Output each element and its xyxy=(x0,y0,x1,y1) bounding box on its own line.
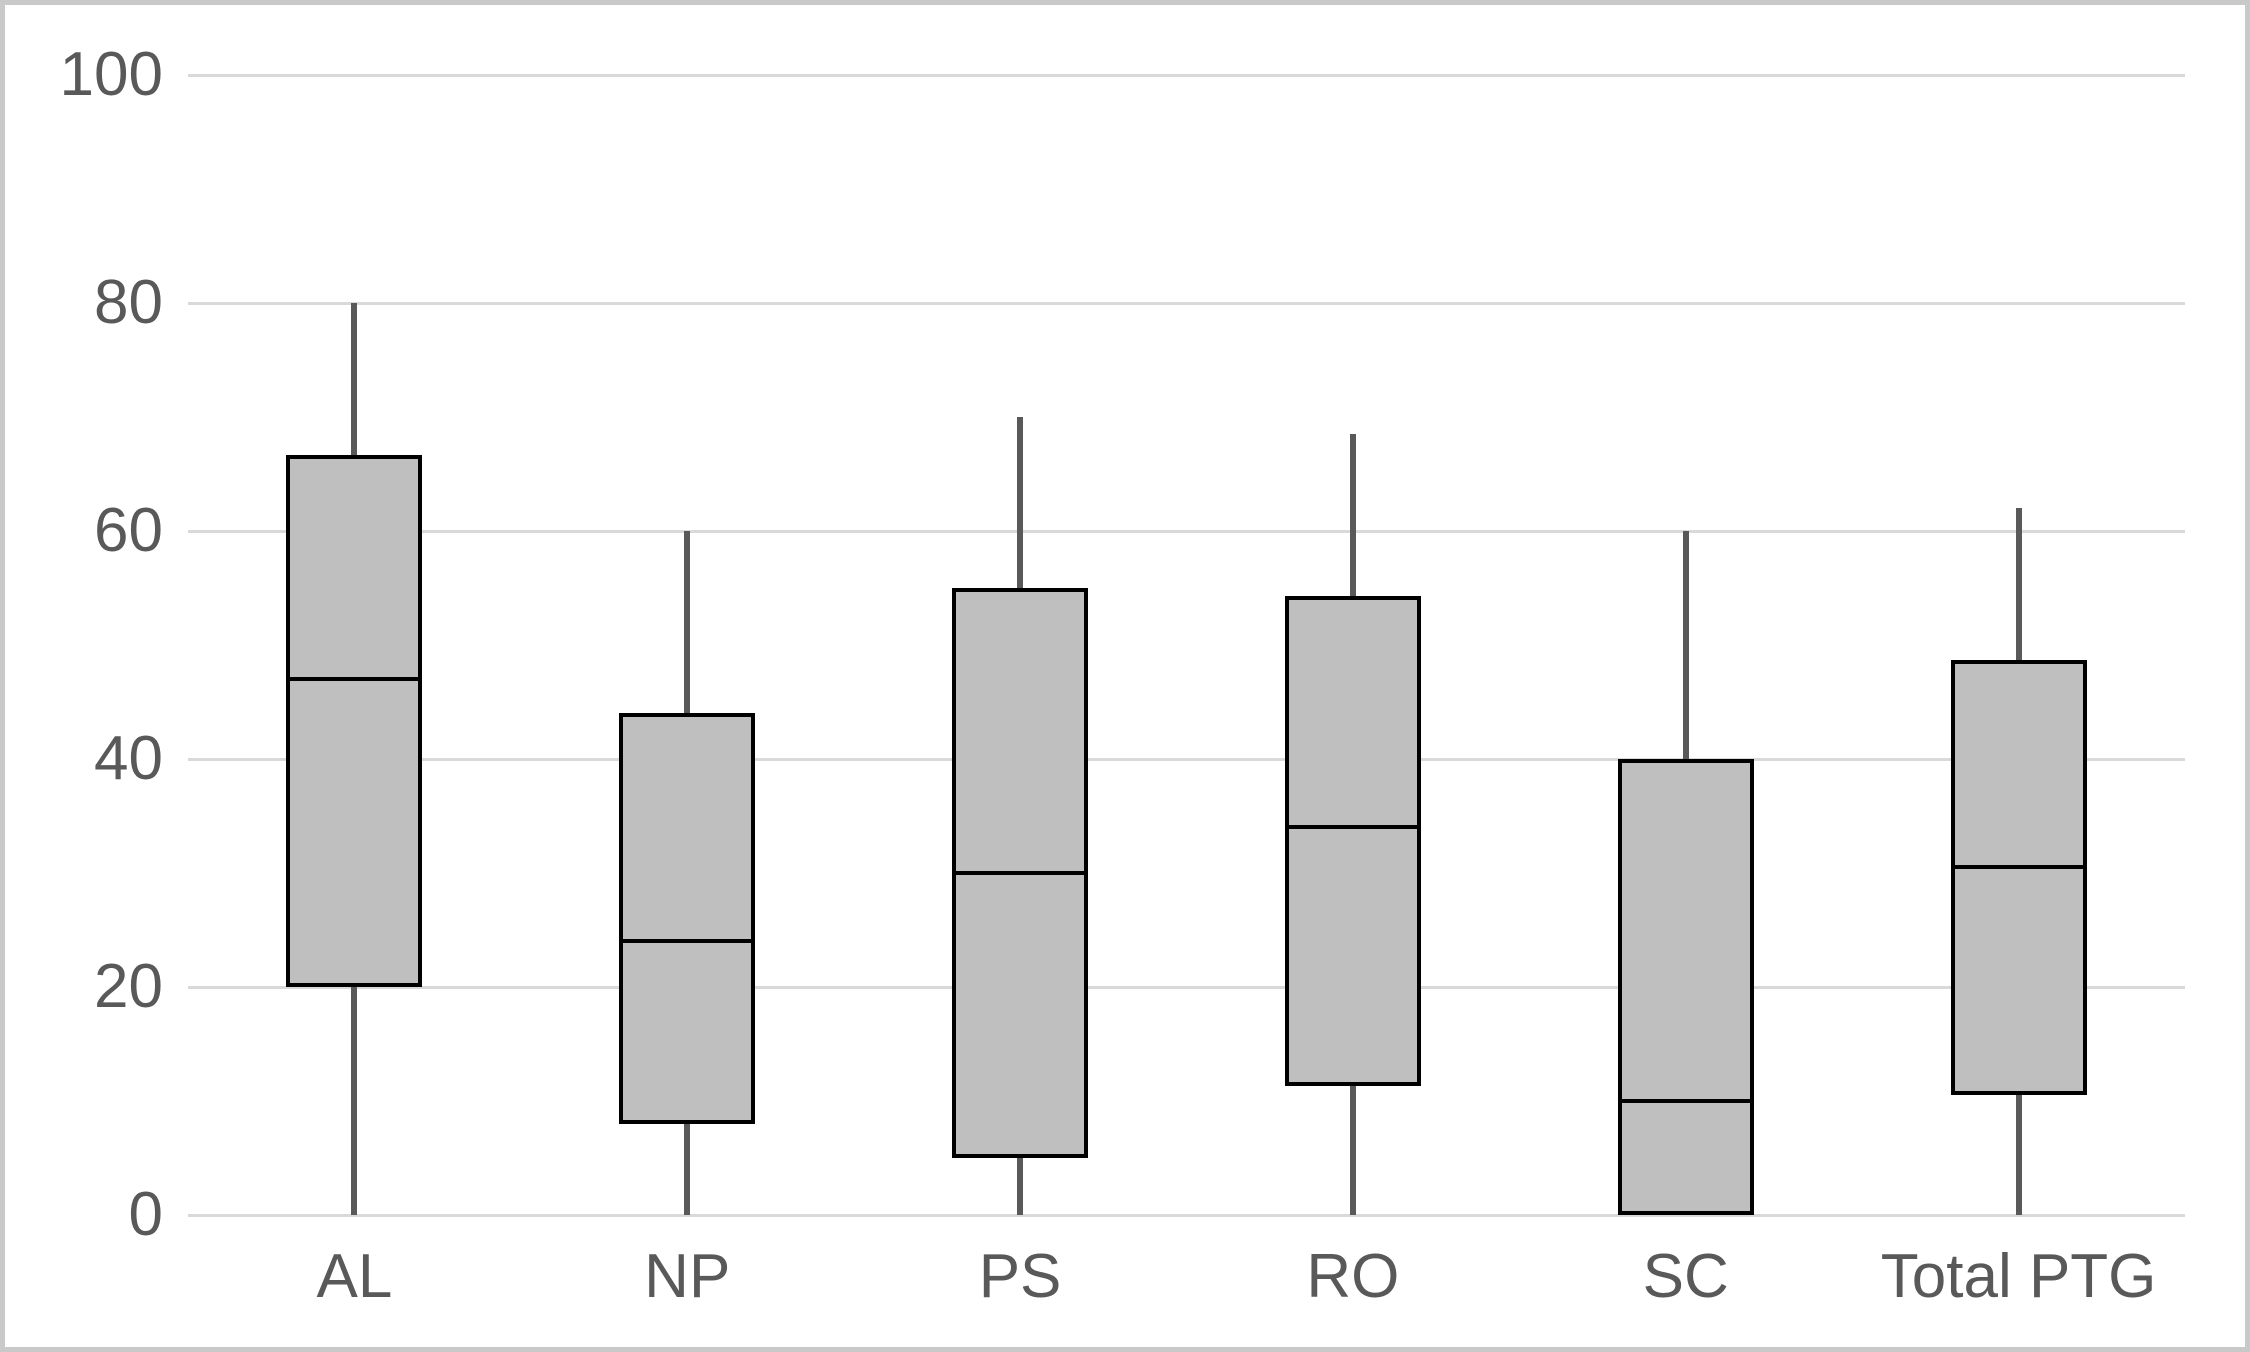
y-axis-tick-label: 60 xyxy=(94,496,163,565)
x-axis-category-label: PS xyxy=(978,1242,1062,1311)
upper-whisker-Total PTG xyxy=(2015,508,2022,660)
upper-whisker-SC xyxy=(1682,531,1689,759)
box-NP xyxy=(619,713,756,1124)
upper-whisker-RO xyxy=(1349,434,1356,596)
median-line-SC xyxy=(1617,1099,1754,1103)
upper-whisker-NP xyxy=(684,531,691,714)
x-axis-category-label: AL xyxy=(316,1242,393,1311)
upper-whisker-PS xyxy=(1017,417,1024,588)
gridline-80 xyxy=(188,301,2185,305)
upper-whisker-AL xyxy=(351,303,358,455)
median-line-AL xyxy=(286,677,423,682)
x-axis-category-label: SC xyxy=(1642,1242,1729,1311)
gridline-100 xyxy=(188,73,2185,77)
median-line-Total PTG xyxy=(1950,865,2087,870)
box-Total PTG xyxy=(1950,659,2087,1096)
x-axis-category-label: NP xyxy=(644,1242,731,1311)
gridline-60 xyxy=(188,529,2185,533)
box-AL xyxy=(286,454,423,987)
median-line-PS xyxy=(952,871,1089,875)
lower-whisker-AL xyxy=(351,987,358,1215)
gridline-40 xyxy=(188,757,2185,761)
median-line-RO xyxy=(1284,825,1421,830)
lower-whisker-PS xyxy=(1017,1158,1024,1215)
lower-whisker-RO xyxy=(1349,1086,1356,1215)
y-axis-tick-label: 0 xyxy=(128,1180,163,1249)
y-axis-tick-label: 40 xyxy=(94,724,163,793)
y-axis-tick-label: 100 xyxy=(59,40,163,109)
gridline-20 xyxy=(188,985,2185,989)
y-axis-tick-label: 80 xyxy=(94,268,163,337)
lower-whisker-NP xyxy=(684,1123,691,1215)
box-RO xyxy=(1284,595,1421,1087)
x-axis-category-label: RO xyxy=(1306,1242,1400,1311)
lower-whisker-Total PTG xyxy=(2015,1095,2022,1215)
median-line-NP xyxy=(619,939,756,944)
plot-area: 0 20 40 60 80 100 AL NP PS RO SC Total PTG xyxy=(5,5,2245,1347)
gridline-0 xyxy=(188,1213,2185,1217)
box-SC xyxy=(1617,759,1754,1215)
x-axis-category-label: Total PTG xyxy=(1880,1242,2157,1311)
y-axis-tick-label: 20 xyxy=(94,952,163,1021)
